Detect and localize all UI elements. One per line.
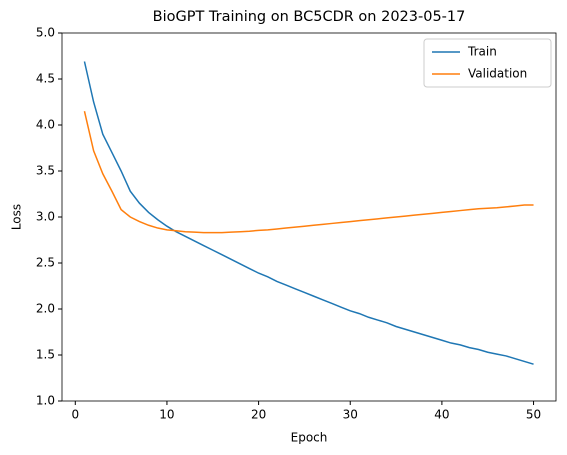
x-tick-label: 50 [526,408,541,422]
chart-title: BioGPT Training on BC5CDR on 2023-05-17 [153,9,466,25]
x-tick-label: 0 [71,408,79,422]
x-axis-label: Epoch [291,431,328,445]
x-tick-label: 30 [343,408,358,422]
plot-frame [61,32,557,402]
y-tick-label: 3.0 [36,210,55,224]
x-tick-label: 10 [159,408,174,422]
y-tick-label: 2.5 [36,256,55,270]
y-tick-label: 4.0 [36,118,55,132]
y-tick-label: 2.0 [36,302,55,316]
legend-label: Validation [468,67,527,81]
series-line [83,61,534,365]
legend-label: Train [467,45,497,59]
series-line [83,111,534,234]
y-tick-label: 3.5 [36,164,55,178]
y-tick-label: 1.5 [36,348,55,362]
y-axis-label: Loss [10,204,24,230]
x-tick-label: 20 [251,408,266,422]
y-tick-label: 1.0 [36,394,55,408]
y-tick-label: 4.5 [36,72,55,86]
x-tick-label: 40 [434,408,449,422]
legend-box [423,38,552,88]
y-tick-label: 5.0 [36,26,55,40]
